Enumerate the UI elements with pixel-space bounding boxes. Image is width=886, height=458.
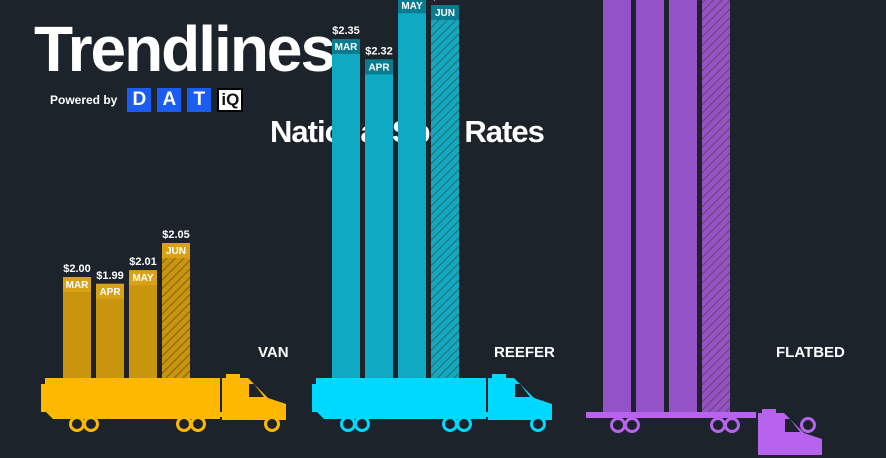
van-value-label: $2.00 (63, 263, 91, 275)
reefer-bar (431, 5, 459, 378)
reefer-cab-stack (492, 374, 506, 380)
van-wheel (190, 416, 206, 432)
van-category-label: MAR (66, 280, 90, 291)
logo-letter-t: T (187, 88, 212, 112)
van-bar-header (96, 283, 124, 299)
reefer-bar-header (332, 39, 360, 54)
reefer-bar-header (365, 59, 393, 75)
reefer-series-label: REEFER (494, 344, 555, 361)
reefer-cab-window (515, 384, 530, 397)
reefer-bar (332, 39, 360, 378)
flatbed-wheel (710, 417, 726, 433)
van-category-label: JUN (166, 246, 186, 257)
van-value-label: $2.01 (129, 256, 157, 268)
logo-letter-a: A (157, 88, 182, 112)
van-cab-window (249, 384, 264, 397)
flatbed-bar (603, 0, 631, 413)
van-value-label: $1.99 (96, 270, 124, 282)
van-cab (222, 378, 286, 420)
van-group: MAR $2.00 APR $1.99 MAY $2.01 JUN $2.05 VAN (41, 229, 289, 432)
van-bar-header (162, 243, 190, 258)
flatbed-flatbed (586, 412, 756, 418)
van-cab-stack (226, 374, 240, 380)
van-wheel (176, 416, 192, 432)
van-series-label: VAN (258, 344, 289, 361)
flatbed-cab-stack (762, 409, 776, 415)
van-value-label: $2.05 (162, 229, 190, 241)
reefer-value-label: $2.32 (365, 45, 393, 57)
flatbed-series-label: FLATBED (776, 344, 845, 361)
reefer-category-label: MAR (335, 42, 359, 53)
powered-by-label: Powered by (50, 93, 118, 107)
reefer-category-label: APR (368, 62, 390, 73)
van-bar (63, 277, 91, 378)
reefer-wheel (530, 416, 546, 432)
flatbed-wheel (800, 417, 816, 433)
van-wheel (264, 416, 280, 432)
van-trailer-door (41, 384, 47, 412)
reefer-bar-header (398, 0, 426, 14)
flatbed-cab-window (785, 419, 800, 432)
van-bar-header (63, 277, 91, 292)
logo-iq: iQ (217, 88, 244, 112)
reefer-value-label: $2.40 (431, 0, 459, 3)
van-wheel (83, 416, 99, 432)
van-wheel (69, 416, 85, 432)
van-bar (129, 270, 157, 378)
flatbed-bar (669, 0, 697, 414)
flatbed-group: MAR$2.51APR$2.52MAY$2.52JUN$2.53FLATBED (586, 0, 845, 455)
flatbed-bar (636, 0, 664, 414)
powered-by: Powered by D A T iQ (50, 88, 244, 112)
page-title: Trendlines (34, 13, 336, 85)
flatbed-wheel (724, 417, 740, 433)
flatbed-wheel (610, 417, 626, 433)
van-bar (96, 283, 124, 378)
van-bar-header (129, 270, 157, 286)
reefer-value-label: $2.35 (332, 25, 360, 37)
reefer-bar (398, 0, 426, 378)
logo-letter-d: D (127, 88, 152, 112)
flatbed-cab (758, 413, 822, 455)
flatbed-bar (702, 0, 730, 413)
van-category-label: APR (99, 287, 121, 298)
reefer-trailer (316, 378, 486, 419)
van-bar (162, 243, 190, 378)
reefer-category-label: MAY (401, 1, 423, 12)
van-trailer (45, 378, 220, 419)
reefer-bar-header (431, 5, 459, 20)
reefer-category-label: JUN (435, 8, 455, 19)
van-category-label: MAY (132, 273, 154, 284)
reefer-wheel (340, 416, 356, 432)
reefer-trailer-door (312, 384, 318, 412)
reefer-wheel (442, 416, 458, 432)
reefer-wheel (354, 416, 370, 432)
reefer-wheel (456, 416, 472, 432)
flatbed-wheel (624, 417, 640, 433)
reefer-bar (365, 59, 393, 379)
reefer-cab (488, 378, 552, 420)
